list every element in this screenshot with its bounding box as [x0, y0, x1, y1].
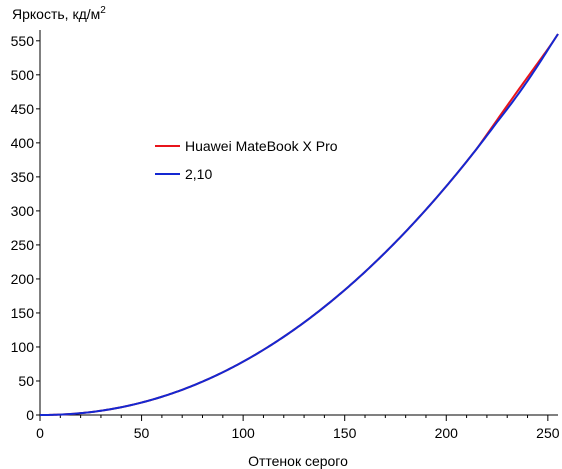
y-tick-label: 400	[11, 135, 35, 151]
y-axis-label: Яркость, кд/м2	[12, 5, 106, 22]
y-tick-label: 150	[11, 305, 35, 321]
y-tick-label: 550	[11, 33, 35, 49]
x-tick-label: 50	[134, 425, 150, 441]
y-tick-label: 250	[11, 237, 35, 253]
series-layer	[40, 33, 559, 416]
y-tick-label: 100	[11, 339, 35, 355]
y-tick-label: 300	[11, 203, 35, 219]
y-tick-label: 350	[11, 169, 35, 185]
y-tick-label: 50	[18, 373, 34, 389]
x-tick-label: 100	[231, 425, 255, 441]
y-axis-label-superscript: 2	[100, 5, 106, 16]
x-axis-label: Оттенок серого	[248, 453, 348, 469]
legend-label: 2,10	[185, 166, 212, 182]
x-tick-label: 150	[333, 425, 357, 441]
legend: Huawei MateBook X Pro 2,10	[155, 138, 338, 182]
y-tick-label: 0	[26, 407, 34, 423]
x-tick-label: 200	[435, 425, 459, 441]
legend-label: Huawei MateBook X Pro	[185, 138, 338, 154]
x-tick-label: 0	[36, 425, 44, 441]
series-line-huawei-matebook-x-pro	[40, 33, 559, 416]
y-axis-ticks: 0 50 100 150 200 250 300 350 400 450 500 550	[11, 33, 40, 423]
y-tick-label: 450	[11, 101, 35, 117]
x-axis-ticks: 0 50 100 150 200 250	[36, 415, 560, 441]
y-tick-label: 200	[11, 271, 35, 287]
y-tick-label: 500	[11, 67, 35, 83]
x-tick-label: 250	[536, 425, 560, 441]
series-line-gamma-2-10	[40, 33, 559, 416]
